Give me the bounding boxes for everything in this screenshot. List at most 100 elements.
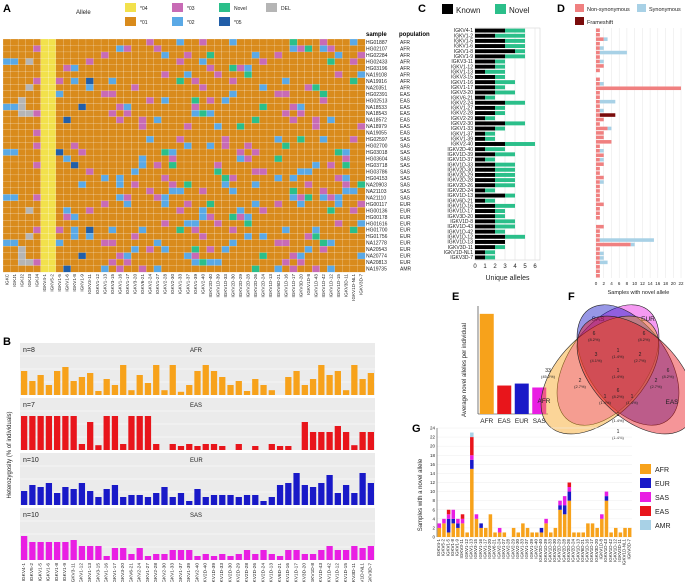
heterozygosity-bar: [29, 381, 36, 395]
heatmap-cell: [116, 187, 124, 195]
heterozygosity-bar: [334, 426, 341, 450]
novel-bar: [485, 95, 495, 100]
heatmap-cell: [116, 84, 124, 92]
heatmap-cell: [2, 246, 11, 253]
stacked-bar-segment: [539, 527, 544, 533]
gene-tick-label: IGKV1-6: [46, 563, 52, 582]
heatmap-cell: [349, 252, 358, 260]
heatmap-cell: [146, 194, 155, 202]
heatmap-cell: [40, 123, 49, 130]
heatmap-cell: [342, 226, 351, 234]
heatmap-cell: [17, 155, 26, 163]
heatmap-cell: [70, 148, 79, 156]
heterozygosity-bar: [78, 444, 86, 450]
heatmap-cell: [108, 84, 117, 92]
known-bar: [475, 147, 485, 152]
y-tick-label: 12: [430, 480, 436, 485]
heterozygosity-bar: [194, 446, 201, 450]
heatmap-cell: [131, 226, 140, 234]
known-bar: [475, 54, 505, 59]
heatmap-cell: [10, 45, 19, 53]
heatmap-cell: [116, 207, 124, 215]
heatmap-cell: [93, 129, 102, 137]
heatmap-cell: [289, 103, 298, 111]
heatmap-cell: [138, 90, 147, 98]
panel-label-f: F: [568, 291, 575, 303]
heatmap-cell: [281, 71, 290, 79]
novel-bar: [485, 147, 505, 152]
heterozygosity-bar: [285, 377, 292, 395]
heatmap-cell: [297, 129, 305, 137]
known-bar: [475, 80, 495, 85]
venn-percent: (2.7%): [650, 384, 662, 389]
heterozygosity-bar: [318, 483, 325, 505]
heatmap-cell: [297, 77, 305, 85]
heatmap-cell: [281, 168, 290, 176]
x-tick-label: 1: [483, 264, 487, 270]
heatmap-cell: [138, 110, 147, 117]
gene-label: IGKV3-11: [451, 59, 473, 65]
heatmap-cell: [297, 161, 305, 169]
heatmap-cell: [304, 181, 313, 189]
heatmap-cell: [78, 110, 87, 117]
heatmap-cell: [168, 194, 177, 202]
heatmap-cell: [55, 90, 64, 98]
gene-label: IGKV3-15: [451, 75, 473, 81]
novel-bar: [485, 136, 495, 141]
legend-swatch: [640, 492, 651, 502]
heatmap-cell: [312, 135, 321, 143]
gene-tick-label: IGKV3-20: [132, 274, 137, 295]
population-name: EAS: [190, 403, 202, 409]
heatmap-cell: [319, 239, 328, 247]
heatmap-cell: [244, 51, 253, 59]
heatmap-cell: [229, 220, 238, 227]
heatmap-cell: [312, 103, 321, 111]
gene-label: IGKV1D-39: [447, 152, 473, 158]
heatmap-cell: [138, 135, 147, 143]
heatmap-cell: [221, 148, 230, 156]
heterozygosity-bar: [37, 542, 44, 560]
heatmap-cell: [229, 123, 238, 130]
heatmap-cell: [289, 252, 298, 260]
venn-percent: (8.2%): [588, 337, 600, 342]
heatmap-cell: [342, 84, 351, 92]
heatmap-cell: [78, 168, 87, 176]
gene-tick-label: IGKV2D-26: [252, 563, 258, 582]
heterozygosity-bar: [144, 497, 152, 505]
heatmap-cell: [349, 181, 358, 189]
x-tick-label: 6: [533, 264, 537, 270]
heatmap-cell: [319, 64, 328, 72]
venn-percent: (45.2%): [541, 374, 556, 379]
heatmap-cell: [349, 207, 358, 215]
heatmap-cell: [123, 161, 132, 169]
gene-tick-label: IGKV2-24: [148, 274, 153, 295]
heatmap-cell: [297, 252, 305, 260]
heatmap-cell: [153, 258, 162, 266]
sample-label: HG03604: [366, 157, 388, 163]
heatmap-cell: [168, 207, 177, 215]
heatmap-cell: [168, 38, 177, 46]
heterozygosity-bar: [153, 365, 160, 395]
heatmap-cell: [131, 71, 140, 79]
heatmap-cell: [312, 213, 321, 221]
heatmap-cell: [334, 38, 343, 46]
heatmap-cell: [274, 168, 283, 176]
heatmap-cell: [146, 51, 155, 59]
population-name: EUR: [190, 458, 203, 464]
heatmap-cell: [108, 38, 117, 46]
heatmap-cell: [259, 103, 268, 111]
heatmap-cell: [55, 161, 64, 169]
heatmap-cell: [123, 246, 132, 253]
heatmap-cell: [131, 77, 140, 85]
heatmap-cell: [349, 38, 358, 46]
heatmap-cell: [357, 148, 366, 156]
heterozygosity-bar: [70, 540, 77, 560]
heatmap-cell: [319, 97, 328, 105]
heatmap-cell: [108, 174, 117, 182]
novel-bar: [495, 162, 515, 167]
heatmap-cell: [78, 103, 87, 111]
venn-count: 2: [655, 378, 658, 384]
heterozygosity-bar: [45, 542, 53, 560]
novel-bar: [495, 219, 515, 224]
heatmap-cell: [168, 103, 177, 111]
